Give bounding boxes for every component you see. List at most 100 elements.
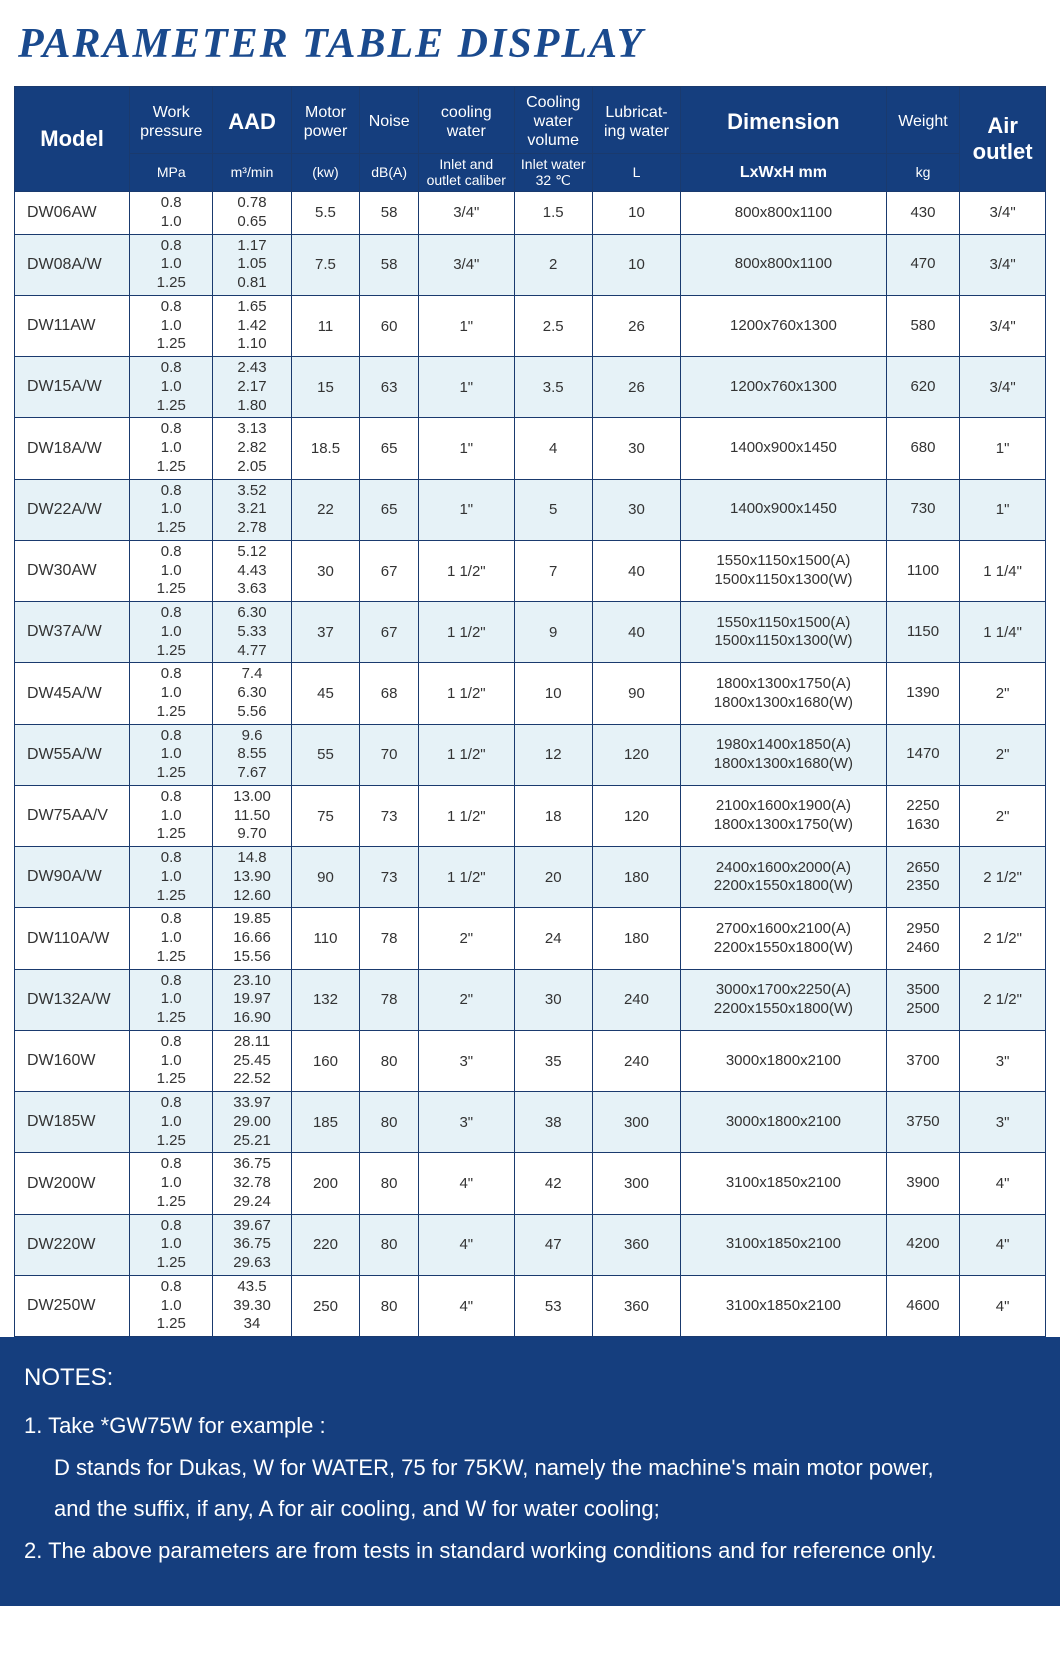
cell-pressure: 0.81.01.25 bbox=[130, 234, 213, 295]
cell-cool: 1 1/2" bbox=[419, 663, 515, 724]
cell-vol: 24 bbox=[514, 908, 592, 969]
cell-lube: 360 bbox=[592, 1275, 680, 1336]
table-row: DW11AW0.81.01.251.651.421.1011601"2.5261… bbox=[15, 295, 1046, 356]
cell-vol: 12 bbox=[514, 724, 592, 785]
cell-noise: 67 bbox=[360, 602, 419, 663]
cell-pressure: 0.81.01.25 bbox=[130, 847, 213, 908]
cell-air: 3/4" bbox=[960, 357, 1046, 418]
table-row: DW45A/W0.81.01.257.46.305.5645681 1/2"10… bbox=[15, 663, 1046, 724]
cell-dim: 1980x1400x1850(A)1800x1300x1680(W) bbox=[681, 724, 887, 785]
cell-motor: 75 bbox=[291, 785, 360, 846]
cell-aad: 36.7532.7829.24 bbox=[213, 1153, 291, 1214]
cell-motor: 18.5 bbox=[291, 418, 360, 479]
cell-cool: 3" bbox=[419, 1092, 515, 1153]
cell-air: 2" bbox=[960, 724, 1046, 785]
cell-motor: 11 bbox=[291, 295, 360, 356]
cell-noise: 68 bbox=[360, 663, 419, 724]
cell-noise: 80 bbox=[360, 1092, 419, 1153]
cell-air: 2 1/2" bbox=[960, 969, 1046, 1030]
cell-aad: 6.305.334.77 bbox=[213, 602, 291, 663]
cell-lube: 360 bbox=[592, 1214, 680, 1275]
cell-model: DW06AW bbox=[15, 192, 130, 235]
cell-motor: 37 bbox=[291, 602, 360, 663]
cell-cool: 1" bbox=[419, 418, 515, 479]
cell-air: 4" bbox=[960, 1153, 1046, 1214]
table-row: DW30AW0.81.01.255.124.433.6330671 1/2"74… bbox=[15, 540, 1046, 601]
th-weight: Weight bbox=[886, 87, 959, 154]
cell-lube: 10 bbox=[592, 234, 680, 295]
cell-air: 1 1/4" bbox=[960, 602, 1046, 663]
cell-lube: 120 bbox=[592, 785, 680, 846]
cell-cool: 3" bbox=[419, 1030, 515, 1091]
cell-noise: 65 bbox=[360, 418, 419, 479]
cell-cool: 1 1/2" bbox=[419, 785, 515, 846]
cell-lube: 300 bbox=[592, 1153, 680, 1214]
cell-air: 2" bbox=[960, 663, 1046, 724]
cell-model: DW37A/W bbox=[15, 602, 130, 663]
th-dimension-sub: LxWxH mm bbox=[681, 153, 887, 192]
cell-vol: 30 bbox=[514, 969, 592, 1030]
cell-dim: 1200x760x1300 bbox=[681, 357, 887, 418]
cell-motor: 110 bbox=[291, 908, 360, 969]
cell-air: 2" bbox=[960, 785, 1046, 846]
cell-motor: 7.5 bbox=[291, 234, 360, 295]
cell-vol: 2.5 bbox=[514, 295, 592, 356]
cell-weight: 3900 bbox=[886, 1153, 959, 1214]
cell-weight: 29502460 bbox=[886, 908, 959, 969]
table-row: DW132A/W0.81.01.2523.1019.9716.90132782"… bbox=[15, 969, 1046, 1030]
cell-aad: 43.539.3034 bbox=[213, 1275, 291, 1336]
th-weight-unit: kg bbox=[886, 153, 959, 192]
cell-air: 3" bbox=[960, 1030, 1046, 1091]
cell-weight: 4600 bbox=[886, 1275, 959, 1336]
cell-dim: 2100x1600x1900(A)1800x1300x1750(W) bbox=[681, 785, 887, 846]
cell-weight: 680 bbox=[886, 418, 959, 479]
th-coolwater: cooling water bbox=[419, 87, 515, 154]
cell-lube: 180 bbox=[592, 908, 680, 969]
cell-pressure: 0.81.01.25 bbox=[130, 540, 213, 601]
cell-dim: 3000x1800x2100 bbox=[681, 1030, 887, 1091]
cell-vol: 3.5 bbox=[514, 357, 592, 418]
cell-cool: 1 1/2" bbox=[419, 540, 515, 601]
table-row: DW110A/W0.81.01.2519.8516.6615.56110782"… bbox=[15, 908, 1046, 969]
cell-vol: 2 bbox=[514, 234, 592, 295]
cell-lube: 26 bbox=[592, 295, 680, 356]
th-noise: Noise bbox=[360, 87, 419, 154]
cell-pressure: 0.81.01.25 bbox=[130, 1275, 213, 1336]
cell-aad: 0.780.65 bbox=[213, 192, 291, 235]
cell-dim: 1550x1150x1500(A)1500x1150x1300(W) bbox=[681, 602, 887, 663]
cell-model: DW08A/W bbox=[15, 234, 130, 295]
cell-pressure: 0.81.01.25 bbox=[130, 602, 213, 663]
cell-air: 4" bbox=[960, 1214, 1046, 1275]
cell-aad: 3.132.822.05 bbox=[213, 418, 291, 479]
cell-model: DW18A/W bbox=[15, 418, 130, 479]
cell-motor: 5.5 bbox=[291, 192, 360, 235]
cell-aad: 14.813.9012.60 bbox=[213, 847, 291, 908]
cell-lube: 90 bbox=[592, 663, 680, 724]
cell-aad: 23.1019.9716.90 bbox=[213, 969, 291, 1030]
th-coolwater-sub: Inlet and outlet caliber bbox=[419, 153, 515, 192]
cell-air: 4" bbox=[960, 1275, 1046, 1336]
cell-motor: 185 bbox=[291, 1092, 360, 1153]
cell-weight: 620 bbox=[886, 357, 959, 418]
cell-pressure: 0.81.01.25 bbox=[130, 418, 213, 479]
cell-aad: 33.9729.0025.21 bbox=[213, 1092, 291, 1153]
table-row: DW220W0.81.01.2539.6736.7529.63220804"47… bbox=[15, 1214, 1046, 1275]
cell-model: DW45A/W bbox=[15, 663, 130, 724]
cell-aad: 13.0011.509.70 bbox=[213, 785, 291, 846]
table-row: DW22A/W0.81.01.253.523.212.7822651"53014… bbox=[15, 479, 1046, 540]
cell-weight: 430 bbox=[886, 192, 959, 235]
cell-model: DW75AA/V bbox=[15, 785, 130, 846]
cell-air: 3" bbox=[960, 1092, 1046, 1153]
table-container: Model Work pressure AAD Motor power Nois… bbox=[0, 86, 1060, 1337]
cell-vol: 10 bbox=[514, 663, 592, 724]
th-noise-unit: dB(A) bbox=[360, 153, 419, 192]
table-body: DW06AW0.81.00.780.655.5583/4"1.510800x80… bbox=[15, 192, 1046, 1337]
cell-pressure: 0.81.0 bbox=[130, 192, 213, 235]
cell-weight: 1150 bbox=[886, 602, 959, 663]
cell-motor: 90 bbox=[291, 847, 360, 908]
table-row: DW160W0.81.01.2528.1125.4522.52160803"35… bbox=[15, 1030, 1046, 1091]
cell-lube: 180 bbox=[592, 847, 680, 908]
cell-dim: 1800x1300x1750(A)1800x1300x1680(W) bbox=[681, 663, 887, 724]
cell-pressure: 0.81.01.25 bbox=[130, 663, 213, 724]
cell-dim: 1400x900x1450 bbox=[681, 479, 887, 540]
